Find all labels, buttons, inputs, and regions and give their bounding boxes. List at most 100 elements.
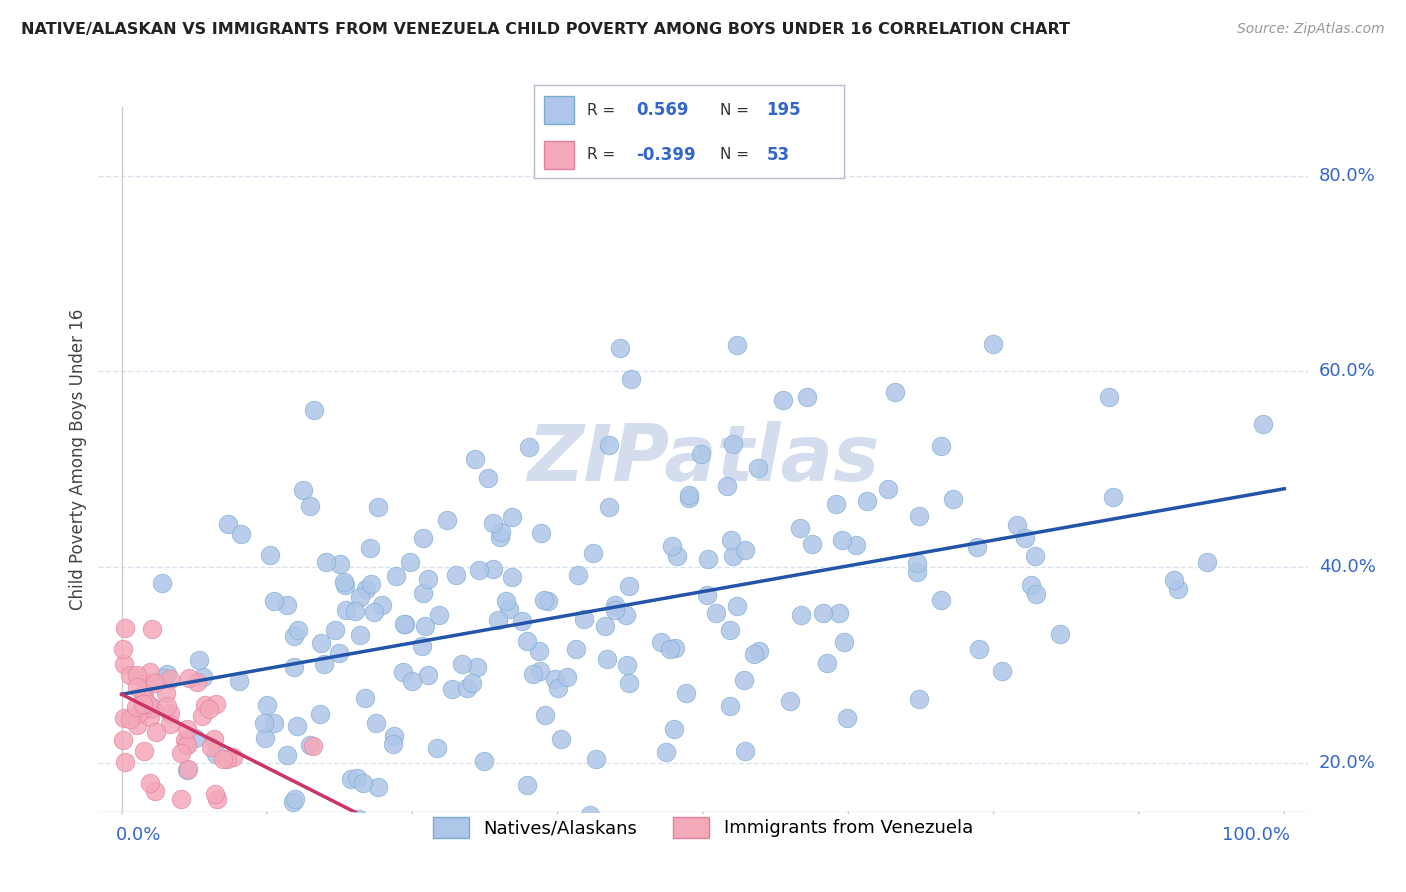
- Point: [194, 698, 217, 712]
- Point: [112, 657, 135, 672]
- Point: [333, 578, 356, 592]
- Point: [118, 712, 141, 726]
- Point: [718, 699, 741, 714]
- Point: [942, 492, 965, 507]
- Point: [725, 599, 748, 614]
- Point: [720, 533, 742, 548]
- Point: [832, 634, 855, 648]
- Point: [1014, 531, 1036, 545]
- Point: [298, 500, 321, 514]
- Point: [650, 634, 672, 648]
- Point: [905, 556, 928, 570]
- Point: [228, 673, 250, 688]
- Point: [465, 660, 488, 674]
- Point: [929, 593, 952, 607]
- Point: [143, 784, 166, 798]
- Point: [217, 516, 239, 531]
- Point: [696, 551, 718, 566]
- Point: [579, 808, 602, 822]
- Point: [145, 676, 167, 690]
- Point: [204, 697, 226, 711]
- Text: N =: N =: [720, 103, 749, 118]
- Point: [876, 483, 898, 497]
- Point: [1163, 573, 1185, 587]
- Point: [835, 711, 858, 725]
- Point: [501, 570, 523, 584]
- Point: [596, 652, 619, 666]
- Point: [530, 526, 553, 541]
- Point: [1019, 578, 1042, 592]
- Point: [187, 854, 209, 868]
- Point: [159, 672, 181, 686]
- Point: [565, 642, 588, 657]
- Point: [141, 701, 163, 715]
- Point: [427, 608, 450, 623]
- Point: [426, 741, 449, 756]
- Point: [593, 619, 616, 633]
- Point: [127, 707, 149, 722]
- Point: [529, 665, 551, 679]
- Legend: Natives/Alaskans, Immigrants from Venezuela: Natives/Alaskans, Immigrants from Venezu…: [426, 810, 980, 845]
- Point: [276, 748, 298, 763]
- Text: R =: R =: [586, 147, 614, 162]
- Text: 195: 195: [766, 101, 801, 119]
- Point: [370, 598, 392, 612]
- Text: 0.0%: 0.0%: [115, 826, 162, 845]
- Point: [772, 392, 794, 407]
- Point: [527, 644, 550, 658]
- Point: [200, 739, 222, 754]
- Point: [198, 702, 221, 716]
- Point: [170, 746, 193, 760]
- Point: [581, 546, 603, 560]
- Point: [339, 772, 361, 786]
- Point: [501, 510, 523, 524]
- Point: [287, 624, 309, 638]
- Text: ZIPatlas: ZIPatlas: [527, 421, 879, 498]
- Point: [734, 744, 756, 758]
- Point: [605, 603, 627, 617]
- Point: [1167, 582, 1189, 596]
- Point: [664, 722, 686, 736]
- Point: [789, 521, 811, 535]
- Point: [349, 628, 371, 642]
- Point: [132, 744, 155, 758]
- Point: [309, 706, 332, 721]
- Point: [312, 657, 335, 671]
- Text: 60.0%: 60.0%: [1319, 362, 1375, 380]
- Point: [205, 792, 228, 806]
- Point: [174, 733, 197, 747]
- Point: [721, 549, 744, 563]
- Point: [1024, 549, 1046, 564]
- Point: [152, 671, 174, 685]
- Point: [716, 479, 738, 493]
- Point: [967, 641, 990, 656]
- Point: [488, 530, 510, 544]
- Point: [609, 342, 631, 356]
- Point: [202, 732, 225, 747]
- Point: [186, 675, 208, 690]
- Point: [446, 567, 468, 582]
- Point: [344, 604, 367, 618]
- Text: 0.569: 0.569: [637, 101, 689, 119]
- Point: [585, 752, 607, 766]
- Point: [800, 537, 823, 551]
- Point: [352, 776, 374, 790]
- Point: [302, 402, 325, 417]
- Point: [790, 608, 813, 623]
- Point: [522, 667, 544, 681]
- Point: [733, 673, 755, 687]
- Point: [481, 516, 503, 530]
- Point: [183, 731, 205, 745]
- Point: [204, 787, 226, 801]
- Point: [824, 497, 846, 511]
- Point: [159, 717, 181, 731]
- Point: [533, 708, 555, 723]
- Point: [112, 732, 135, 747]
- Point: [156, 667, 179, 681]
- Point: [678, 491, 700, 505]
- Point: [1098, 390, 1121, 404]
- Point: [359, 541, 381, 555]
- Point: [256, 698, 278, 713]
- Point: [779, 694, 801, 708]
- Point: [456, 681, 478, 696]
